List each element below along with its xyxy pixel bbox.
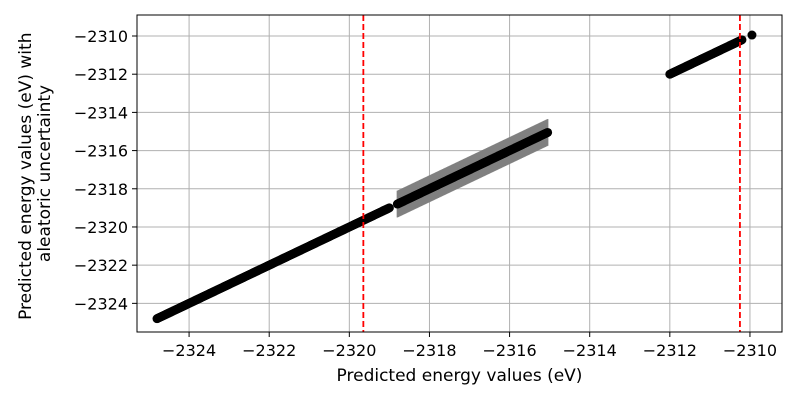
y-tick-label: −2322	[74, 256, 128, 275]
y-tick-label: −2320	[74, 218, 128, 237]
data-point	[737, 35, 747, 45]
x-tick-label: −2318	[402, 341, 456, 360]
data-point	[543, 127, 553, 137]
axis-ticks: −2324 −2322 −2320 −2318 −2316 −2314 −2312 −2310…	[74, 27, 777, 360]
x-tick-label: −2322	[242, 341, 296, 360]
x-tick-label: −2324	[162, 341, 216, 360]
y-axis-label-line-2: aleatoric uncertainty	[35, 85, 55, 262]
y-tick-label: −2324	[74, 294, 128, 313]
y-tick-label: −2318	[74, 180, 128, 199]
x-tick-label: −2310	[723, 341, 777, 360]
x-tick-label: −2316	[483, 341, 537, 360]
x-axis-label: Predicted energy values (eV)	[337, 366, 583, 386]
y-tick-label: −2312	[74, 65, 128, 84]
grid	[137, 15, 782, 332]
y-tick-label: −2316	[74, 142, 128, 161]
data-point	[384, 203, 394, 213]
x-tick-label: −2314	[563, 341, 617, 360]
y-axis-label-line-1: Predicted energy values (eV) with	[16, 33, 36, 320]
data-point	[747, 30, 757, 40]
plot-frame	[136, 14, 783, 333]
reference-lines	[362, 15, 741, 332]
data-points	[152, 30, 757, 324]
x-tick-label: −2312	[643, 341, 697, 360]
y-axis-label: Predicted energy values (eV) with aleato…	[16, 27, 55, 320]
y-tick-label: −2314	[74, 103, 128, 122]
y-tick-label: −2310	[74, 27, 128, 46]
x-tick-label: −2320	[322, 341, 376, 360]
